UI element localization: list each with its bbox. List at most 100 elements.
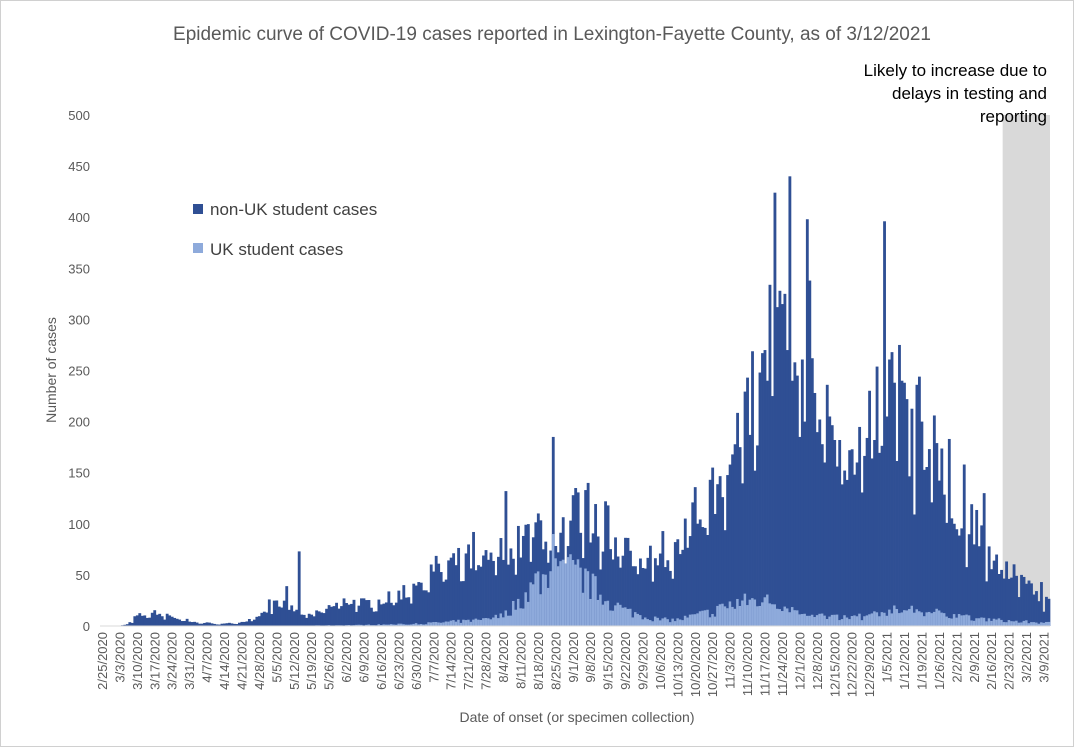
bar-uk [544, 574, 548, 626]
bar-non-uk [335, 602, 338, 626]
bar-uk [581, 592, 585, 626]
bar-uk [795, 610, 799, 626]
bar-non-uk [213, 623, 216, 626]
bar-non-uk [1035, 591, 1038, 626]
x-tick-label: 3/24/2020 [165, 632, 180, 690]
bar-uk [766, 594, 769, 626]
bar-uk [1002, 622, 1006, 626]
bar-uk [788, 612, 792, 626]
x-tick-label: 6/16/2020 [374, 632, 389, 690]
bar-uk [942, 613, 946, 626]
bar-non-uk [937, 480, 941, 626]
bar-uk [865, 615, 869, 626]
x-axis-ticks: 2/25/2020 3/3/2020 3/10/2020 3/17/2020 3/24/… [95, 632, 1052, 697]
bar-non-uk [235, 624, 239, 626]
bar-uk [397, 623, 401, 626]
bar-non-uk [915, 384, 919, 626]
bar-non-uk [372, 611, 376, 626]
bar-uk [917, 611, 921, 626]
delay-annotation: Likely to increase due to delays in test… [864, 61, 1047, 126]
bar-uk [487, 618, 490, 626]
legend-label-non-uk: non-UK student cases [210, 200, 377, 219]
bar-uk [995, 619, 999, 626]
bar-non-uk [793, 362, 797, 626]
bar-non-uk [800, 359, 804, 626]
bar-non-uk [228, 622, 231, 626]
bar-uk [564, 563, 568, 626]
bar-non-uk [658, 553, 662, 626]
bar-non-uk [439, 572, 443, 626]
bar-uk [815, 615, 819, 626]
bar-uk [843, 615, 847, 626]
bar-uk [424, 624, 428, 626]
bar-uk [895, 609, 899, 626]
bar-non-uk [402, 585, 406, 626]
bar-uk [970, 620, 974, 626]
bar-uk [985, 621, 989, 626]
bar-non-uk [604, 501, 607, 626]
bar-uk [639, 615, 642, 626]
bar-non-uk [589, 542, 593, 626]
bar-non-uk [360, 598, 363, 626]
y-tick-label: 100 [68, 517, 90, 532]
bar-non-uk [158, 613, 162, 626]
bar-non-uk [718, 476, 722, 626]
bar-uk [1017, 622, 1021, 626]
bar-non-uk [242, 621, 246, 626]
bar-non-uk [467, 544, 470, 626]
bar-non-uk [389, 602, 393, 626]
bar-uk [387, 624, 391, 626]
bar-non-uk [265, 612, 269, 626]
bar-non-uk [1047, 598, 1051, 626]
bar-uk [751, 598, 754, 626]
x-tick-label: 7/7/2020 [426, 632, 441, 683]
bar-non-uk [888, 359, 891, 626]
x-tick-label: 12/29/2020 [862, 632, 877, 697]
bar-non-uk [883, 221, 886, 627]
bar-non-uk [295, 609, 299, 626]
bar-uk [479, 619, 483, 626]
x-tick-label: 3/9/2021 [1037, 632, 1052, 683]
bar-non-uk [713, 513, 717, 626]
bar-non-uk [648, 545, 652, 626]
x-tick-label: 9/8/2020 [583, 632, 598, 683]
annotation-line-3: reporting [980, 107, 1047, 126]
bar-uk [808, 615, 812, 626]
bar-uk [922, 616, 926, 626]
bar-non-uk [509, 548, 513, 626]
bar-uk [940, 612, 944, 626]
bar-non-uk [315, 610, 319, 626]
bar-non-uk [449, 557, 453, 626]
bar-non-uk [860, 492, 864, 626]
bar-non-uk [641, 567, 645, 626]
bar-non-uk [885, 416, 889, 626]
bar-non-uk [175, 618, 179, 626]
x-tick-label: 6/23/2020 [391, 632, 406, 690]
x-axis-title: Date of onset (or specimen collection) [460, 709, 695, 725]
bar-uk [701, 610, 705, 626]
bar-uk [526, 601, 530, 626]
x-tick-label: 1/26/2021 [932, 632, 947, 690]
bar-uk [703, 610, 707, 626]
x-tick-label: 2/25/2020 [95, 632, 110, 690]
bar-uk [830, 614, 834, 626]
bar-non-uk [1042, 611, 1046, 626]
bar-non-uk [609, 549, 612, 626]
bar-non-uk [240, 621, 244, 626]
bar-non-uk [696, 523, 700, 626]
annotation-line-1: Likely to increase due to [864, 61, 1047, 80]
bar-uk [975, 618, 979, 626]
bar-uk [429, 622, 433, 626]
bar-non-uk [746, 377, 749, 626]
bar-non-uk [317, 611, 321, 626]
bar-non-uk [1037, 601, 1041, 626]
bar-uk [848, 619, 852, 626]
bar-uk [962, 615, 966, 626]
bar-non-uk [748, 434, 752, 626]
bar-uk [394, 624, 398, 626]
bar-non-uk [828, 416, 832, 626]
bar-uk [785, 608, 789, 626]
bar-non-uk [215, 624, 219, 626]
y-axis-title: Number of cases [43, 317, 59, 423]
